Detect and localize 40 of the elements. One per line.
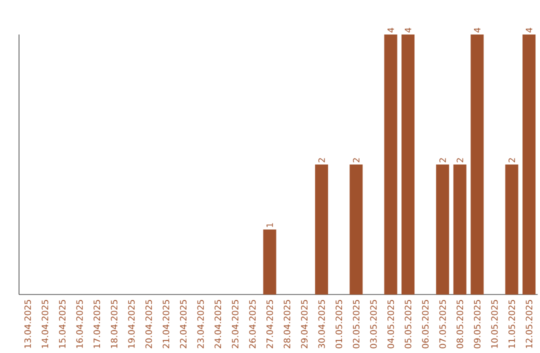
x-tick-label: 16.04.2025 <box>76 300 83 348</box>
x-tick-label: 04.05.2025 <box>387 300 394 348</box>
x-tick-label: 19.04.2025 <box>128 300 135 348</box>
x-tick-label: 29.04.2025 <box>301 300 308 348</box>
x-tick-label: 14.04.2025 <box>42 300 48 348</box>
x-tick-label: 03.05.2025 <box>370 300 377 348</box>
x-tick-label: 17.04.2025 <box>94 300 100 348</box>
data-label: 2 <box>318 158 325 162</box>
x-tick-label: 05.05.2025 <box>404 300 412 348</box>
x-tick-label: 28.04.2025 <box>284 300 290 348</box>
x-tick-label: 24.04.2025 <box>214 300 222 348</box>
data-label: 4 <box>404 28 412 32</box>
x-tick-label: 20.04.2025 <box>145 300 152 348</box>
data-label: 2 <box>439 158 446 162</box>
x-tick-label: 01.05.2025 <box>336 300 342 348</box>
x-tick-label: 26.04.2025 <box>249 300 256 348</box>
data-label: 1 <box>266 223 273 227</box>
x-tick-label: 07.05.2025 <box>439 300 446 348</box>
x-tick-label: 25.04.2025 <box>232 300 238 348</box>
x-tick-label: 13.04.2025 <box>24 300 31 348</box>
x-tick-label: 27.04.2025 <box>266 300 273 348</box>
data-label: 4 <box>388 28 394 32</box>
x-tick-label: 12.05.2025 <box>526 300 532 348</box>
x-tick-label: 15.04.2025 <box>58 300 66 348</box>
x-tick-label: 21.04.2025 <box>162 300 170 348</box>
x-tick-label: 02.05.2025 <box>352 300 360 348</box>
x-tick-label: 22.04.2025 <box>180 300 187 348</box>
data-label: 4 <box>474 28 480 32</box>
data-label: 2 <box>508 158 515 162</box>
x-tick-label: 30.04.2025 <box>318 300 325 348</box>
x-tick-label: 10.05.2025 <box>491 300 498 348</box>
x-tick-label: 23.04.2025 <box>197 300 204 348</box>
x-tick-label: 09.05.2025 <box>474 300 480 348</box>
x-tick-label: 18.04.2025 <box>110 300 118 348</box>
data-label: 2 <box>456 158 464 162</box>
data-label: 4 <box>526 28 532 32</box>
data-label: 2 <box>352 158 360 162</box>
x-tick-label: 06.05.2025 <box>422 300 429 348</box>
x-tick-label: 08.05.2025 <box>456 300 464 348</box>
x-tick-label: 11.05.2025 <box>508 300 516 348</box>
